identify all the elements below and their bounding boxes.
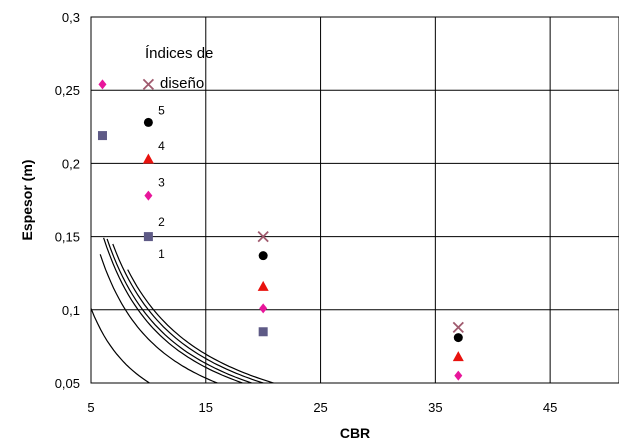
data-point-square — [143, 232, 153, 242]
data-point-circle — [453, 333, 463, 343]
x-tick-label: 25 — [313, 400, 327, 415]
x-tick-label: 5 — [87, 400, 94, 415]
x-tick-label: 15 — [199, 400, 213, 415]
design-curve — [91, 308, 151, 383]
x-tick-label: 45 — [543, 400, 557, 415]
curve-label: 1 — [158, 247, 165, 261]
y-tick-label: 0,15 — [55, 230, 80, 245]
data-point-x — [452, 321, 464, 334]
data-point-circle — [258, 251, 268, 261]
y-tick-label: 0,2 — [62, 156, 80, 171]
y-tick-label: 0,3 — [62, 10, 80, 25]
x-tick-label: 35 — [428, 400, 442, 415]
curve-label: 5 — [158, 104, 165, 118]
annotation-line-2: diseño — [160, 75, 204, 92]
curve-labels: 1 2 3 4 5 — [158, 104, 165, 261]
y-tick-label: 0,05 — [55, 376, 80, 391]
design-curve — [106, 238, 254, 383]
data-point-diamond — [144, 190, 153, 201]
y-tick-label: 0,1 — [62, 303, 80, 318]
design-curve — [103, 237, 245, 383]
y-axis-title: Espesor (m) — [19, 160, 35, 241]
design-curve — [99, 254, 219, 383]
data-point-diamond — [259, 303, 268, 314]
plot-frame — [90, 16, 619, 384]
curve-label: 2 — [158, 215, 165, 229]
design-curve — [112, 243, 266, 383]
data-point-x — [142, 78, 155, 90]
data-point-square — [258, 327, 268, 337]
data-point-triangle — [452, 351, 464, 362]
data-point-circle — [143, 117, 153, 127]
data-point-triangle — [142, 153, 154, 164]
data-point-square — [97, 131, 107, 141]
design-curve — [127, 269, 276, 383]
annotation-line-1: Índices de — [145, 45, 213, 62]
x-axis-title: CBR — [340, 425, 370, 441]
data-point-x — [257, 230, 269, 243]
y-tick-label: 0,25 — [55, 83, 80, 98]
curve-label: 4 — [158, 139, 165, 153]
design-curves — [91, 237, 276, 383]
data-point-diamond — [454, 370, 463, 381]
curve-label: 3 — [158, 175, 165, 189]
data-point-triangle — [257, 280, 269, 291]
data-point-diamond — [98, 79, 107, 90]
data-markers — [97, 78, 464, 381]
tick-labels: 5 15 25 35 450,050,10,150,20,250,3 — [55, 10, 558, 415]
